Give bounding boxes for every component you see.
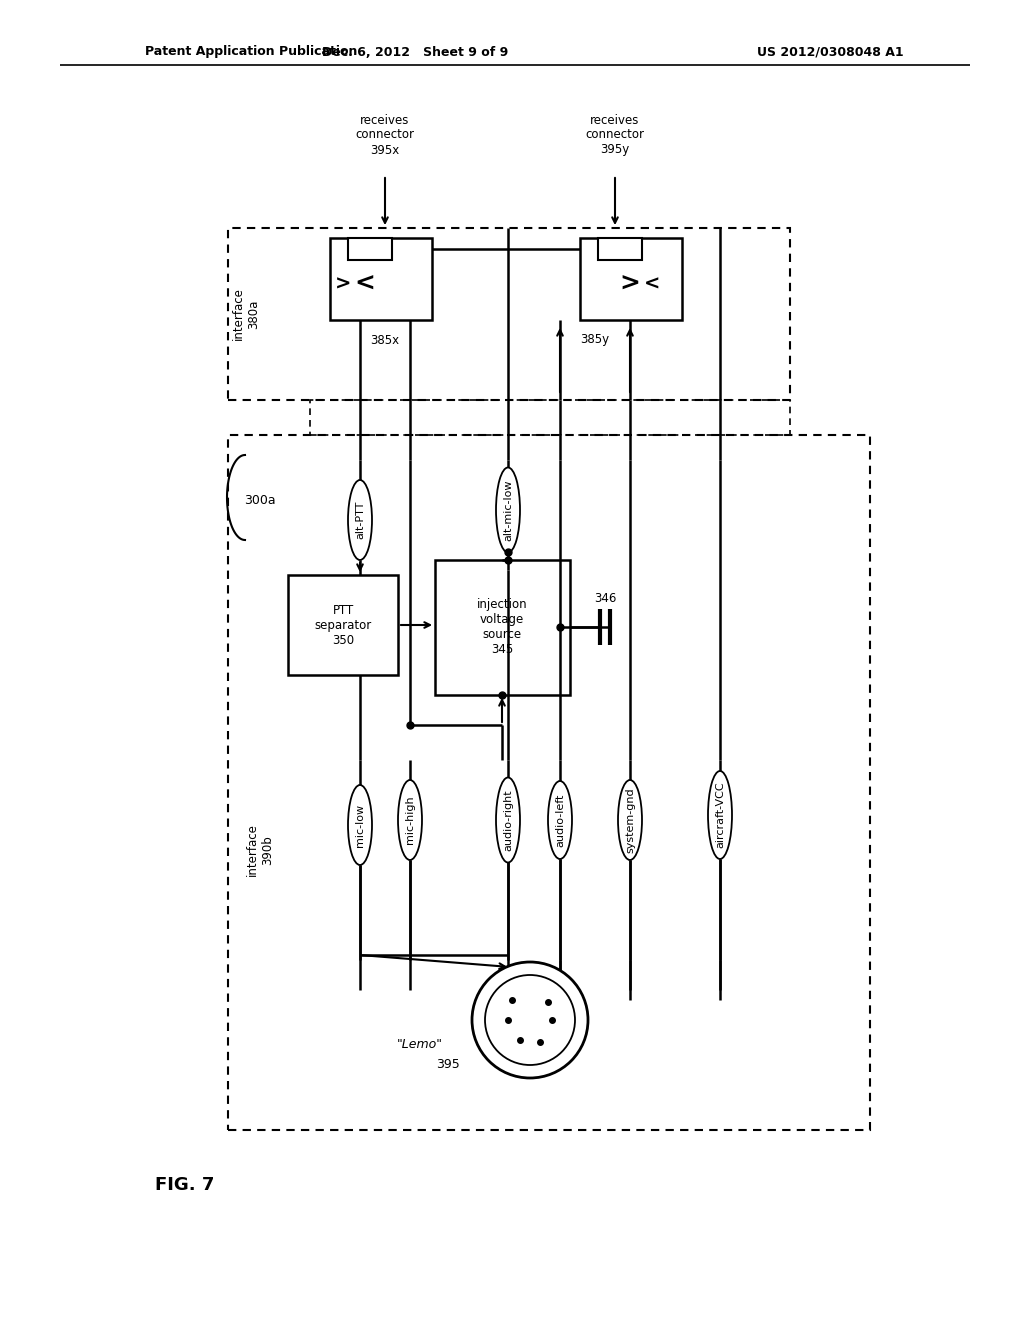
Ellipse shape <box>548 781 572 859</box>
Bar <box>330 238 432 319</box>
Bar <box>228 436 870 1130</box>
Text: 395: 395 <box>436 1059 460 1072</box>
Bar <box>310 400 790 436</box>
Ellipse shape <box>398 780 422 861</box>
Text: <: < <box>354 272 376 296</box>
Text: mic-high: mic-high <box>406 796 415 845</box>
Text: alt-mic-low: alt-mic-low <box>503 479 513 541</box>
Bar <box>580 238 682 319</box>
Text: mic-low: mic-low <box>355 804 365 846</box>
Circle shape <box>485 975 575 1065</box>
Text: 346: 346 <box>594 593 616 606</box>
Ellipse shape <box>708 771 732 859</box>
Ellipse shape <box>496 777 520 862</box>
Text: PTT
separator
350: PTT separator 350 <box>314 603 372 647</box>
Text: aircraft-VCC: aircraft-VCC <box>715 781 725 849</box>
Text: injection
voltage
source
345: injection voltage source 345 <box>477 598 527 656</box>
Text: interface
380a: interface 380a <box>232 288 260 341</box>
Ellipse shape <box>348 785 372 865</box>
Text: 385y: 385y <box>581 334 609 346</box>
Text: receives
connector
395x: receives connector 395x <box>355 114 415 157</box>
Text: Dec. 6, 2012   Sheet 9 of 9: Dec. 6, 2012 Sheet 9 of 9 <box>322 45 508 58</box>
Text: 300a: 300a <box>244 494 275 507</box>
Bar <box>288 576 398 675</box>
Text: Patent Application Publication: Patent Application Publication <box>145 45 357 58</box>
Text: system-gnd: system-gnd <box>625 787 635 853</box>
Text: "Lemo": "Lemo" <box>397 1039 443 1052</box>
Ellipse shape <box>348 480 372 560</box>
Bar <box>348 238 392 260</box>
Bar <box>435 560 570 696</box>
Text: 6: 6 <box>538 1047 546 1057</box>
Text: >: > <box>620 272 640 296</box>
Text: <: < <box>644 275 660 293</box>
Text: 1: 1 <box>516 1047 524 1057</box>
Text: alt-PTT: alt-PTT <box>355 500 365 539</box>
Text: US 2012/0308048 A1: US 2012/0308048 A1 <box>757 45 903 58</box>
Text: interface
390b: interface 390b <box>246 824 274 876</box>
Text: audio-left: audio-left <box>555 793 565 846</box>
Text: 385x: 385x <box>371 334 399 346</box>
Bar <box>228 228 790 400</box>
Text: FIG. 7: FIG. 7 <box>155 1176 214 1195</box>
Text: audio-right: audio-right <box>503 789 513 851</box>
Ellipse shape <box>496 467 520 553</box>
Text: >: > <box>335 275 351 293</box>
Bar <box>598 238 642 260</box>
Text: receives
connector
395y: receives connector 395y <box>586 114 644 157</box>
Circle shape <box>472 962 588 1078</box>
Ellipse shape <box>618 780 642 861</box>
